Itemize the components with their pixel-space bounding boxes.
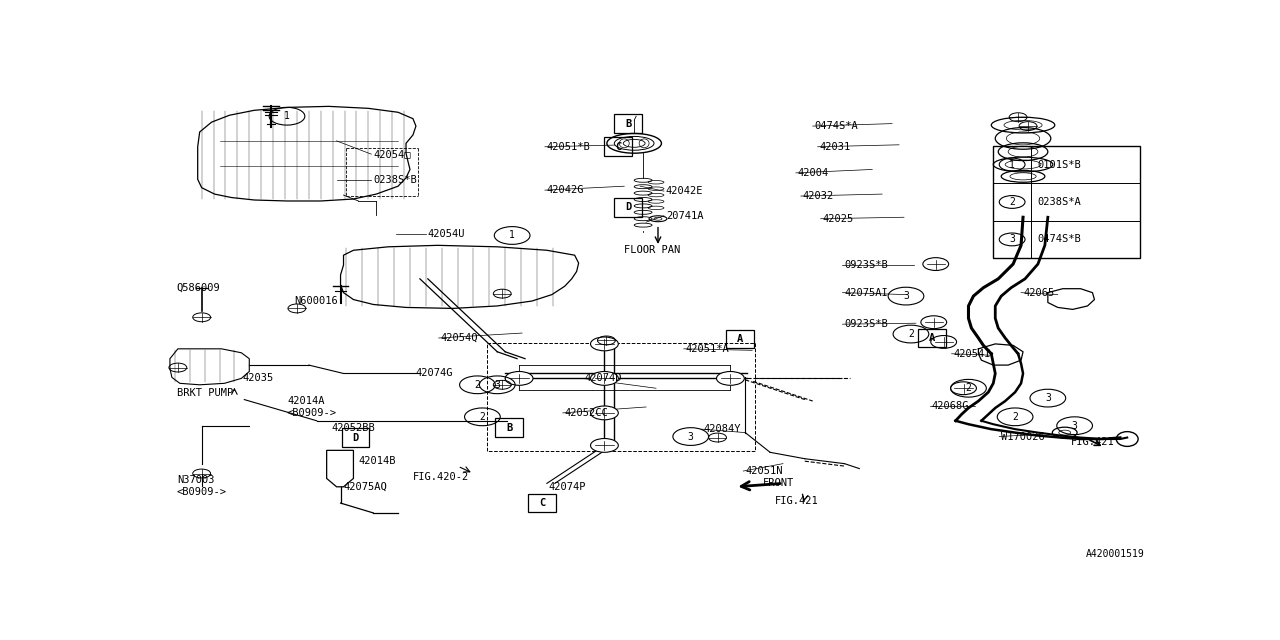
Text: 0923S*B: 0923S*B bbox=[845, 319, 888, 329]
Bar bbox=[495, 419, 524, 437]
Text: 42014A: 42014A bbox=[287, 396, 324, 406]
Text: <B0909->: <B0909-> bbox=[287, 408, 337, 418]
Circle shape bbox=[506, 371, 532, 385]
Text: FLOOR PAN: FLOOR PAN bbox=[625, 245, 681, 255]
Circle shape bbox=[590, 406, 618, 420]
Text: C: C bbox=[616, 142, 621, 152]
Text: 42052CC: 42052CC bbox=[564, 408, 608, 418]
Text: 2: 2 bbox=[475, 380, 480, 390]
Text: 42065: 42065 bbox=[1023, 287, 1055, 298]
Circle shape bbox=[590, 337, 618, 351]
Text: 2: 2 bbox=[965, 383, 972, 393]
Text: FIG.421: FIG.421 bbox=[776, 495, 819, 506]
Text: 0101S*B: 0101S*B bbox=[1037, 159, 1080, 170]
Text: A: A bbox=[929, 333, 934, 343]
Text: 0474S*A: 0474S*A bbox=[815, 121, 859, 131]
Text: 3: 3 bbox=[1044, 393, 1051, 403]
Text: 3: 3 bbox=[687, 431, 694, 442]
Text: 0238S*A: 0238S*A bbox=[1037, 197, 1080, 207]
Bar bbox=[993, 146, 1140, 258]
Text: 0923S*B: 0923S*B bbox=[845, 260, 888, 270]
Text: D: D bbox=[625, 202, 631, 212]
Bar bbox=[614, 115, 643, 133]
Text: N37003: N37003 bbox=[177, 475, 214, 485]
Text: 42054I: 42054I bbox=[954, 349, 991, 359]
Text: 42042E: 42042E bbox=[666, 186, 704, 196]
Text: 42074P: 42074P bbox=[549, 482, 586, 492]
Text: 42075AQ: 42075AQ bbox=[343, 482, 388, 492]
Text: 3: 3 bbox=[494, 380, 500, 390]
Text: 42074D: 42074D bbox=[585, 373, 622, 383]
Text: 42032: 42032 bbox=[803, 191, 835, 201]
Text: 42004: 42004 bbox=[797, 168, 829, 178]
Bar bbox=[604, 138, 632, 156]
Bar bbox=[614, 198, 643, 217]
Circle shape bbox=[931, 335, 956, 348]
Text: 42054□: 42054□ bbox=[374, 149, 411, 159]
Text: 42075AI: 42075AI bbox=[845, 287, 888, 298]
Text: 2: 2 bbox=[908, 329, 914, 339]
Circle shape bbox=[717, 371, 744, 385]
Text: FIG.421: FIG.421 bbox=[1070, 438, 1115, 447]
Bar bbox=[727, 330, 754, 348]
Circle shape bbox=[590, 371, 618, 385]
Text: 42054U: 42054U bbox=[428, 230, 466, 239]
Text: 1: 1 bbox=[1009, 159, 1015, 170]
Ellipse shape bbox=[614, 136, 654, 150]
Bar bbox=[529, 493, 556, 513]
Text: Q586009: Q586009 bbox=[177, 283, 220, 292]
Text: <B0909->: <B0909-> bbox=[177, 487, 227, 497]
Text: 1: 1 bbox=[509, 230, 515, 241]
Text: 42051*A: 42051*A bbox=[686, 344, 730, 354]
Text: 42074G: 42074G bbox=[416, 369, 453, 378]
Text: 2: 2 bbox=[480, 412, 485, 422]
Text: 2: 2 bbox=[1012, 412, 1018, 422]
Text: W170026: W170026 bbox=[1001, 431, 1044, 442]
Bar bbox=[342, 428, 370, 447]
Text: 3: 3 bbox=[1009, 234, 1015, 244]
Text: B: B bbox=[625, 118, 631, 129]
Text: 42031: 42031 bbox=[819, 142, 851, 152]
Text: FRONT: FRONT bbox=[763, 478, 795, 488]
Circle shape bbox=[920, 316, 947, 328]
Text: 0474S*B: 0474S*B bbox=[1037, 234, 1080, 244]
Text: 42054Q: 42054Q bbox=[440, 333, 479, 343]
Text: 20741A: 20741A bbox=[666, 211, 704, 221]
Text: 42025: 42025 bbox=[823, 214, 854, 224]
Text: N600016: N600016 bbox=[294, 296, 338, 306]
Text: 3: 3 bbox=[1071, 420, 1078, 431]
Bar bbox=[918, 328, 946, 348]
Text: BRKT PUMP: BRKT PUMP bbox=[177, 388, 233, 398]
Text: D: D bbox=[352, 433, 358, 442]
Text: 42035: 42035 bbox=[242, 373, 274, 383]
Text: 2: 2 bbox=[1009, 197, 1015, 207]
Text: A: A bbox=[737, 334, 744, 344]
Circle shape bbox=[923, 258, 948, 271]
Text: 1: 1 bbox=[284, 111, 289, 121]
Text: 42042G: 42042G bbox=[547, 185, 585, 195]
Text: 42068G: 42068G bbox=[932, 401, 969, 411]
Text: 42051N: 42051N bbox=[745, 466, 783, 476]
Text: 3: 3 bbox=[904, 291, 909, 301]
Text: A420001519: A420001519 bbox=[1087, 548, 1146, 559]
Text: FIG.420-2: FIG.420-2 bbox=[413, 472, 470, 482]
Text: 42084Y: 42084Y bbox=[704, 424, 741, 434]
Circle shape bbox=[951, 382, 977, 395]
Text: C: C bbox=[539, 498, 545, 508]
Text: 42052BB: 42052BB bbox=[332, 422, 375, 433]
Circle shape bbox=[590, 438, 618, 452]
Text: 42014B: 42014B bbox=[358, 456, 396, 466]
Text: 0238S*B: 0238S*B bbox=[374, 175, 417, 186]
Text: B: B bbox=[506, 422, 512, 433]
Text: 42051*B: 42051*B bbox=[547, 142, 590, 152]
